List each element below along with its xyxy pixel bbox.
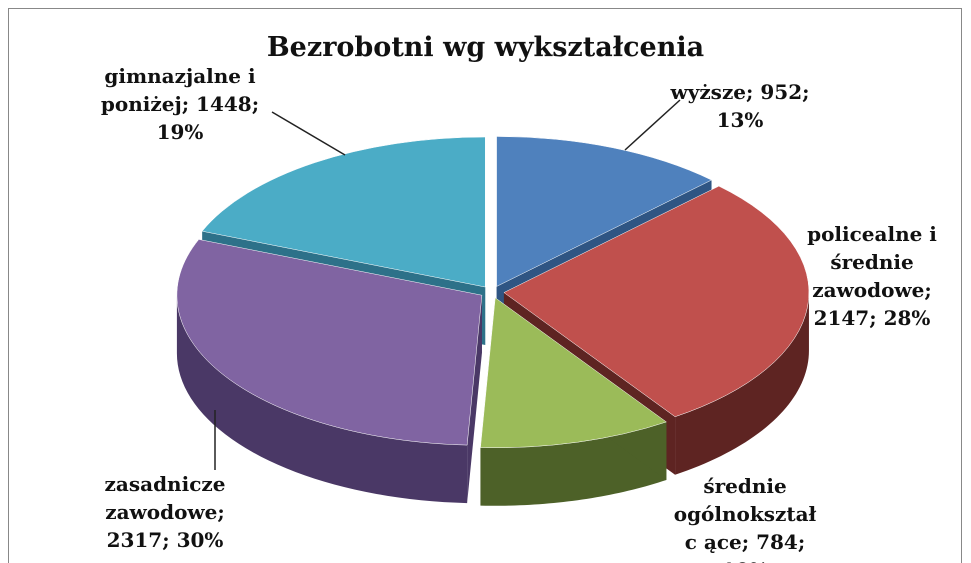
data-label: gimnazjalne i poniżej; 1448; 19%	[100, 64, 260, 144]
slice	[480, 297, 667, 449]
slice-wall	[176, 295, 468, 504]
slice	[201, 136, 486, 288]
leader-line	[624, 99, 681, 151]
chart-title: Bezrobotni wg wykształcenia	[266, 32, 705, 63]
data-label: zasadnicze zawodowe; 2317; 30%	[104, 472, 226, 552]
data-label: wyższe; 952; 13%	[670, 80, 810, 132]
data-label: policealne i średnie zawodowe; 2147; 28%	[807, 222, 937, 330]
slice	[503, 185, 810, 418]
slice-wall	[675, 292, 809, 475]
slice	[496, 136, 713, 287]
chart-frame	[8, 8, 962, 563]
slice	[176, 239, 483, 446]
data-label: średnie ogólnokształc ące; 784; 10%	[673, 474, 817, 563]
leader-line	[271, 111, 346, 156]
